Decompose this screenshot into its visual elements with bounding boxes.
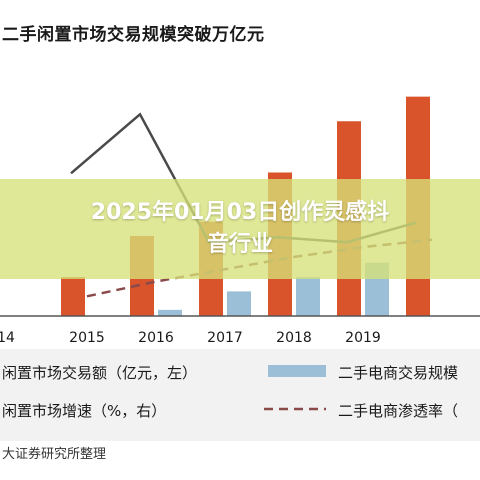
legend-row-2: 闲置市场增速（%，右） 二手电商渗透率（ <box>0 396 480 424</box>
bar-primary-2015 <box>61 277 85 316</box>
chart-title: 二手闲置市场交易规模突破万亿元 <box>2 25 265 45</box>
overlay-banner-text: 2025年01月03日创作灵感抖音行业 <box>90 200 390 257</box>
legend-label-line-primary: 闲置市场增速（%，右） <box>2 402 167 420</box>
x-tick-label: 2019 <box>345 330 381 346</box>
legend-label-bar-primary: 闲置市场交易额（亿元，左） <box>2 364 198 382</box>
legend-label-bar-secondary: 二手电商交易规模 <box>338 364 459 382</box>
x-tick-label: 2015 <box>69 330 105 346</box>
overlay-banner: 2025年01月03日创作灵感抖音行业 <box>0 179 480 279</box>
legend-label-line-secondary: 二手电商渗透率（ <box>338 402 459 420</box>
legend-swatch-bar-secondary <box>268 365 326 377</box>
legend-background <box>0 349 480 441</box>
bar-secondary-2017 <box>227 291 251 316</box>
x-tick-label: 2016 <box>138 330 174 346</box>
legend-row-1: 闲置市场交易额（亿元，左） 二手电商交易规模 <box>0 358 480 386</box>
source-note: 大证券研究所整理 <box>2 447 107 462</box>
x-tick-label: 14 <box>0 330 15 346</box>
x-tick-label: 2017 <box>207 330 243 346</box>
bar-secondary-2016 <box>158 309 182 316</box>
legend-swatch-line-secondary <box>264 407 326 411</box>
bar-secondary-2018 <box>296 277 320 316</box>
x-tick-label: 2018 <box>276 330 312 346</box>
